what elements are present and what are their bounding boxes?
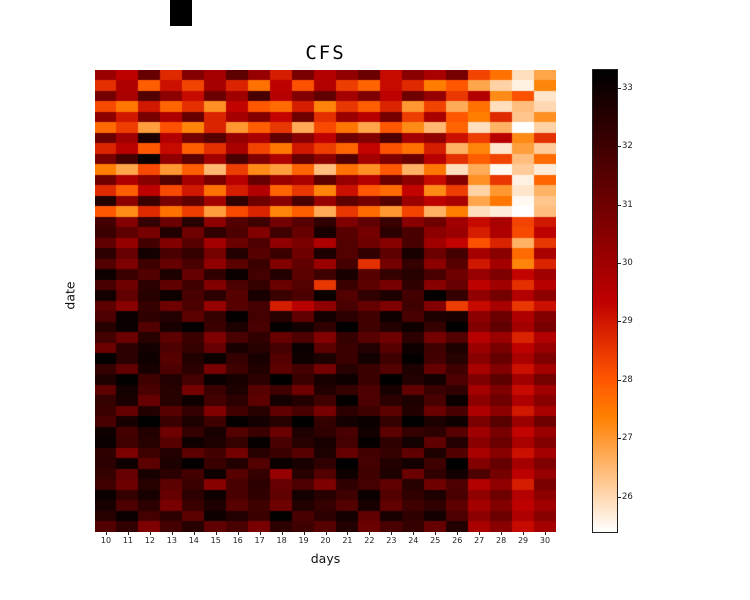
chart-title: CFS [305, 42, 346, 64]
x-tick-label: 10 [100, 536, 112, 545]
x-tick-label: 12 [144, 536, 155, 545]
x-tick-mark [523, 532, 525, 535]
x-axis-tickmarks [95, 532, 556, 535]
colorbar-tick-mark [617, 379, 621, 381]
colorbar-tick-label: 30 [622, 257, 633, 268]
x-tick-mark [105, 532, 107, 535]
colorbar-tick-label: 32 [622, 141, 633, 152]
x-tick-mark [435, 532, 437, 535]
x-axis-label: days [310, 551, 341, 566]
colorbar-tick-label: 27 [622, 433, 633, 444]
x-tick-label: 27 [474, 536, 485, 545]
x-tick-mark [171, 532, 173, 535]
x-tick-label: 19 [298, 536, 309, 545]
x-tick-mark [237, 532, 239, 535]
colorbar-tick-mark [617, 438, 621, 440]
x-axis-tick-labels: 10 11 12 13 14 15 16 17 18 19 20 21 22 23 24 25 26 27 28 29… [95, 536, 556, 548]
colorbar-tick-mark [617, 204, 621, 206]
x-tick-label: 14 [188, 536, 199, 545]
colorbar-tick-label: 26 [622, 491, 633, 502]
x-tick-mark [259, 532, 261, 535]
colorbar-tick-mark [617, 321, 621, 323]
x-tick-mark [413, 532, 415, 535]
x-tick-label: 23 [386, 536, 397, 545]
x-tick-mark [391, 532, 393, 535]
x-tick-label: 11 [122, 536, 134, 545]
colorbar-tick-mark [617, 262, 621, 264]
x-tick-mark [479, 532, 481, 535]
x-tick-label: 30 [539, 536, 551, 545]
x-tick-label: 26 [452, 536, 463, 545]
x-tick-label: 16 [232, 536, 243, 545]
artifact-black-patch [170, 0, 192, 26]
x-tick-mark [369, 532, 371, 535]
x-tick-label: 13 [166, 536, 177, 545]
colorbar-tick-mark [617, 146, 621, 148]
y-axis-label: date [62, 281, 78, 310]
x-tick-mark [281, 532, 283, 535]
x-tick-mark [457, 532, 459, 535]
colorbar-tick-labels: 33 32 31 30 29 28 27 26 [622, 70, 652, 532]
colorbar-tick-mark [617, 87, 621, 89]
x-tick-mark [347, 532, 349, 535]
colorbar-tick-label: 29 [622, 316, 633, 327]
x-tick-mark [303, 532, 305, 535]
x-tick-label: 20 [320, 536, 331, 545]
x-tick-label: 28 [496, 536, 507, 545]
x-tick-label: 25 [430, 536, 441, 545]
colorbar-tick-label: 33 [622, 82, 633, 93]
x-tick-label: 15 [210, 536, 221, 545]
x-tick-mark [149, 532, 151, 535]
x-tick-label: 18 [276, 536, 287, 545]
colorbar-tick-mark [617, 496, 621, 498]
x-tick-mark [215, 532, 217, 535]
x-tick-mark [545, 532, 547, 535]
x-tick-label: 22 [364, 536, 375, 545]
x-tick-label: 29 [517, 536, 529, 545]
x-tick-label: 21 [342, 536, 353, 545]
x-tick-mark [325, 532, 327, 535]
colorbar-tick-label: 28 [622, 374, 633, 385]
x-tick-mark [127, 532, 129, 535]
x-tick-label: 24 [408, 536, 419, 545]
colorbar-canvas [592, 69, 618, 533]
x-tick-mark [193, 532, 195, 535]
colorbar-tickmarks [617, 70, 621, 532]
x-tick-mark [501, 532, 503, 535]
heatmap-canvas [95, 70, 556, 532]
x-tick-label: 17 [254, 536, 265, 545]
colorbar-tick-label: 31 [622, 199, 633, 210]
